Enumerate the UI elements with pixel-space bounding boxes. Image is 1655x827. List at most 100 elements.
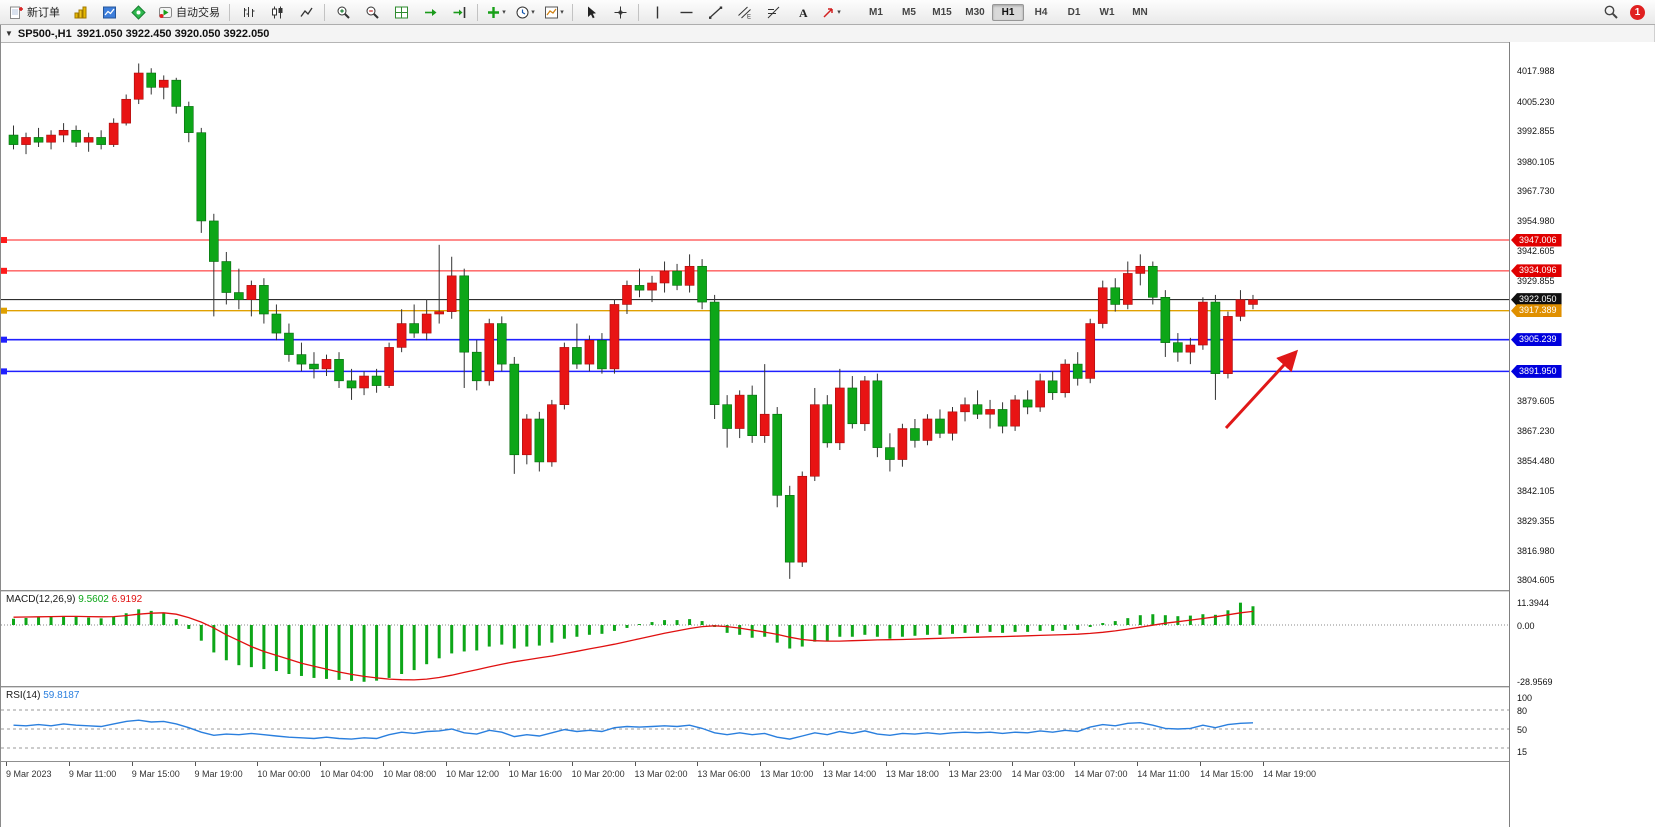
macd-axis-label: -28.9569 bbox=[1517, 677, 1553, 688]
candle bbox=[58, 129, 69, 136]
timeframe-m5-button[interactable]: M5 bbox=[902, 6, 916, 18]
periods-clock-icon bbox=[516, 6, 529, 18]
candle bbox=[1173, 342, 1183, 353]
time-axis-tick bbox=[634, 762, 636, 766]
auto-scroll-button[interactable] bbox=[416, 1, 444, 23]
candle bbox=[83, 137, 94, 143]
notifications-badge[interactable]: 1 bbox=[1630, 4, 1645, 20]
price-axis[interactable]: 4017.988 4005.230 3992.855 3980.105 3967.730… bbox=[1509, 42, 1655, 827]
candle bbox=[960, 404, 970, 413]
new-chart-button[interactable] bbox=[66, 1, 94, 23]
time-axis-label: 10 Mar 00:00 bbox=[257, 769, 311, 779]
chart-shift-button[interactable] bbox=[445, 1, 473, 23]
candle bbox=[759, 413, 770, 436]
time-axis-tick bbox=[508, 762, 510, 766]
notification-count: 1 bbox=[1634, 6, 1641, 18]
candle bbox=[935, 418, 945, 434]
price-tag: 3934.096 bbox=[1511, 264, 1562, 278]
macd-panel-canvas[interactable] bbox=[1, 592, 1509, 686]
time-axis-tick bbox=[697, 762, 699, 766]
candle bbox=[772, 413, 783, 496]
timeframe-m1-button[interactable]: M1 bbox=[869, 6, 883, 18]
profiles-icon bbox=[102, 6, 116, 18]
time-axis-label: 10 Mar 16:00 bbox=[508, 769, 562, 779]
candle bbox=[409, 323, 419, 334]
indicators-button[interactable]: ▾ bbox=[482, 1, 510, 23]
timeframe-m15-button[interactable]: M15 bbox=[932, 6, 952, 18]
metaeditor-button[interactable] bbox=[124, 1, 152, 23]
price-tag: 3891.950 bbox=[1511, 364, 1562, 378]
arrows-tool-button[interactable]: ▾ bbox=[817, 1, 845, 23]
new-chart-icon bbox=[74, 6, 86, 18]
timeframe-mn-button[interactable]: MN bbox=[1132, 6, 1148, 18]
time-axis-label: 14 Mar 15:00 bbox=[1200, 769, 1254, 779]
timeframe-h1-button[interactable]: H1 bbox=[992, 3, 1024, 21]
fibonacci-tool-button[interactable] bbox=[759, 1, 787, 23]
price-axis-label: 3967.730 bbox=[1517, 186, 1555, 197]
candlestick-chart-button[interactable] bbox=[263, 1, 291, 23]
chart-collapse-arrow-icon[interactable]: ▼ bbox=[5, 29, 13, 38]
candle bbox=[446, 275, 457, 312]
panel-separator[interactable] bbox=[1, 590, 1509, 592]
candle bbox=[1235, 299, 1246, 317]
indicators-icon bbox=[488, 6, 500, 18]
candle bbox=[371, 375, 382, 386]
timeframe-h4-button[interactable]: H4 bbox=[1034, 6, 1048, 18]
templates-icon bbox=[545, 6, 559, 18]
timeframe-d1-button[interactable]: D1 bbox=[1067, 6, 1081, 18]
candle bbox=[321, 359, 332, 370]
periods-button[interactable]: ▾ bbox=[511, 1, 539, 23]
time-axis-tick bbox=[1074, 762, 1076, 766]
autotrading-icon bbox=[159, 6, 172, 18]
horizontal-line-tool-button[interactable] bbox=[672, 1, 700, 23]
autotrading-button[interactable]: 自动交易 bbox=[153, 1, 225, 23]
candle bbox=[534, 418, 545, 463]
text-tool-button[interactable]: A bbox=[788, 1, 816, 23]
candle bbox=[96, 137, 106, 145]
candle bbox=[296, 354, 307, 365]
templates-button[interactable]: ▾ bbox=[540, 1, 568, 23]
price-tag: 3905.239 bbox=[1511, 333, 1562, 347]
search-button[interactable] bbox=[1597, 1, 1625, 23]
channel-tool-button[interactable]: E bbox=[730, 1, 758, 23]
line-chart-button[interactable] bbox=[292, 1, 320, 23]
trendline-tool-button[interactable] bbox=[701, 1, 729, 23]
time-axis-tick bbox=[1137, 762, 1139, 766]
profiles-button[interactable] bbox=[95, 1, 123, 23]
zoom-out-button[interactable] bbox=[358, 1, 386, 23]
trend-arrow-annotation[interactable] bbox=[1224, 349, 1299, 430]
rsi-name: RSI(14) bbox=[6, 690, 41, 701]
time-axis[interactable]: 9 Mar 2023 9 Mar 11:00 9 Mar 15:00 9 Mar 19… bbox=[1, 762, 1509, 827]
macd-signal-value: 6.9192 bbox=[111, 594, 143, 605]
crosshair-tool-button[interactable] bbox=[606, 1, 634, 23]
timeframe-w1-button[interactable]: W1 bbox=[1099, 6, 1115, 18]
time-axis-tick bbox=[1263, 762, 1264, 766]
main-chart-canvas[interactable] bbox=[1, 42, 1509, 590]
time-axis-label: 10 Mar 04:00 bbox=[320, 769, 374, 779]
cursor-tool-button[interactable] bbox=[577, 1, 605, 23]
timeframe-m30-button[interactable]: M30 bbox=[965, 6, 985, 18]
candle bbox=[209, 220, 219, 262]
panel-separator[interactable] bbox=[1, 686, 1509, 688]
zoom-in-button[interactable] bbox=[329, 1, 357, 23]
rsi-panel-canvas[interactable] bbox=[1, 688, 1509, 761]
candle bbox=[1135, 265, 1146, 274]
candle bbox=[972, 404, 983, 415]
candle bbox=[872, 380, 883, 448]
candle bbox=[71, 129, 81, 143]
chart-title-bar: ▼ SP500-,H1 3921.050 3922.450 3920.050 3… bbox=[1, 25, 1654, 43]
candle bbox=[434, 311, 444, 315]
bar-chart-button[interactable] bbox=[234, 1, 262, 23]
toolbar-separator bbox=[229, 3, 230, 21]
svg-text:A: A bbox=[799, 6, 808, 20]
new-order-label: 新订单 bbox=[27, 7, 60, 19]
toolbar-separator bbox=[572, 3, 573, 21]
tile-windows-button[interactable] bbox=[387, 1, 415, 23]
time-axis-tick bbox=[131, 762, 133, 766]
time-axis-label: 14 Mar 07:00 bbox=[1074, 769, 1128, 779]
vertical-line-tool-button[interactable] bbox=[643, 1, 671, 23]
new-order-button[interactable]: 新订单 bbox=[4, 1, 65, 23]
candle bbox=[471, 351, 482, 382]
time-axis-label: 14 Mar 19:00 bbox=[1263, 769, 1317, 779]
chart-symbol-period: SP500-,H1 bbox=[17, 27, 72, 40]
